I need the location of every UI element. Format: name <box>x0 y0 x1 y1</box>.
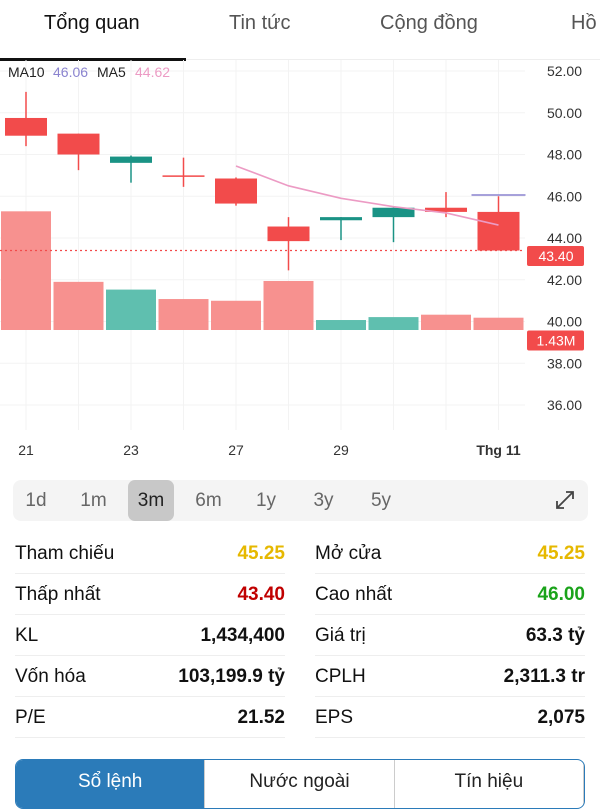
stat-label: EPS <box>315 707 354 728</box>
bottom-tab-1[interactable]: Nước ngoài <box>205 760 395 808</box>
volume-bar <box>1 211 51 330</box>
tab-community[interactable]: Cộng đồng <box>380 12 478 34</box>
stat-row: Mở cửa 45.25 <box>315 533 585 574</box>
expand-icon[interactable] <box>554 489 576 511</box>
range-3m[interactable]: 3m <box>128 480 174 521</box>
volume-bar <box>421 314 471 330</box>
last-volume-badge <box>527 330 584 351</box>
ma5-label: MA5 <box>97 64 126 80</box>
range-1y[interactable]: 1y <box>255 490 277 511</box>
active-tab-indicator <box>0 58 186 61</box>
y-tick-label: 50.00 <box>547 105 582 121</box>
tab-profile[interactable]: Hồ <box>571 12 597 34</box>
stat-row: Giá trị 63.3 tỷ <box>315 615 585 656</box>
stat-value: 1,434,400 <box>200 625 285 646</box>
last-volume-label: 1.43M <box>537 333 576 349</box>
stat-value: 2,075 <box>537 707 585 728</box>
stat-value: 63.3 tỷ <box>525 625 585 646</box>
last-price-label: 43.40 <box>538 248 573 264</box>
stat-row: Vốn hóa 103,199.9 tỷ <box>15 656 285 697</box>
y-tick-label: 36.00 <box>547 397 582 413</box>
y-tick-label: 38.00 <box>547 355 582 371</box>
price-chart[interactable]: 52.00 50.00 48.00 46.00 44.00 42.00 40.00 38.00… <box>0 60 600 470</box>
candle-body <box>267 226 310 242</box>
volume-bar <box>368 317 419 330</box>
y-tick-label: 48.00 <box>547 147 582 163</box>
tab-news[interactable]: Tin tức <box>229 12 291 34</box>
stat-row: EPS 2,075 <box>315 697 585 738</box>
volume-bar <box>158 299 209 330</box>
stat-label: Cao nhất <box>315 584 393 605</box>
y-tick-label: 42.00 <box>547 272 582 288</box>
ma5-line <box>235 165 499 226</box>
stat-value: 103,199.9 tỷ <box>178 666 285 687</box>
bottom-tab-bar: Sổ lệnh Nước ngoài Tín hiệu <box>15 759 585 809</box>
stat-label: Vốn hóa <box>15 666 86 687</box>
candle-body <box>215 178 257 204</box>
candle-body <box>162 175 205 177</box>
candle-body <box>320 217 362 221</box>
stat-label: Giá trị <box>315 625 366 646</box>
ma10-label: MA10 <box>8 64 45 80</box>
stat-value: 2,311.3 tr <box>503 666 585 687</box>
ma5-value: 44.62 <box>135 64 170 80</box>
top-tab-bar: Tổng quan Tin tức Cộng đồng Hồ <box>0 0 600 61</box>
stat-row: CPLH 2,311.3 tr <box>315 656 585 697</box>
y-tick-label: 52.00 <box>547 63 582 79</box>
stat-value: 45.25 <box>537 543 585 564</box>
time-range-selector: 1d 1m 3m 6m 1y 3y 5y <box>13 480 588 521</box>
stat-label: Thấp nhất <box>15 584 101 605</box>
volume-bar <box>106 289 156 330</box>
range-1m[interactable]: 1m <box>80 490 107 511</box>
range-5y[interactable]: 5y <box>370 490 392 511</box>
stat-row: P/E 21.52 <box>15 697 285 738</box>
candle-body <box>477 211 520 251</box>
stat-label: Mở cửa <box>315 543 382 564</box>
y-tick-label: 46.00 <box>547 188 582 204</box>
y-tick-label: 44.00 <box>547 230 582 246</box>
stat-value: 21.52 <box>237 707 285 728</box>
volume-bar <box>211 300 261 330</box>
x-tick-label: Thg 11 <box>476 442 521 458</box>
last-price-badge <box>527 246 584 266</box>
volume-bar <box>53 281 104 330</box>
candle-body <box>5 117 47 136</box>
stat-label: CPLH <box>315 666 366 687</box>
range-3y[interactable]: 3y <box>313 490 334 511</box>
bottom-tab-0[interactable]: Sổ lệnh <box>16 760 206 808</box>
stat-row: Cao nhất 46.00 <box>315 574 585 615</box>
stat-row: Tham chiếu 45.25 <box>15 533 285 574</box>
tab-overview[interactable]: Tổng quan <box>44 12 140 34</box>
stat-label: KL <box>15 625 39 646</box>
volume-bar <box>316 320 366 330</box>
ma10-value: 46.06 <box>53 64 88 80</box>
range-1d[interactable]: 1d <box>25 490 47 511</box>
stat-label: P/E <box>15 707 46 728</box>
x-tick-label: 27 <box>228 442 244 458</box>
stat-value: 43.40 <box>237 584 285 605</box>
stat-value: 46.00 <box>537 584 585 605</box>
candle-body <box>57 133 100 155</box>
bottom-tab-2[interactable]: Tín hiệu <box>395 760 584 808</box>
candle-body <box>372 207 415 218</box>
candle-body <box>110 156 152 163</box>
y-tick-label: 40.00 <box>547 314 582 330</box>
volume-bar <box>473 317 524 330</box>
x-tick-label: 23 <box>123 442 139 458</box>
stat-value: 45.25 <box>237 543 285 564</box>
stat-row: Thấp nhất 43.40 <box>15 574 285 615</box>
stat-row: KL 1,434,400 <box>15 615 285 656</box>
stat-label: Tham chiếu <box>15 543 115 564</box>
range-6m[interactable]: 6m <box>195 490 222 511</box>
candle-body <box>425 207 467 212</box>
x-tick-label: 29 <box>333 442 349 458</box>
volume-bar <box>263 280 314 330</box>
x-tick-label: 21 <box>18 442 34 458</box>
